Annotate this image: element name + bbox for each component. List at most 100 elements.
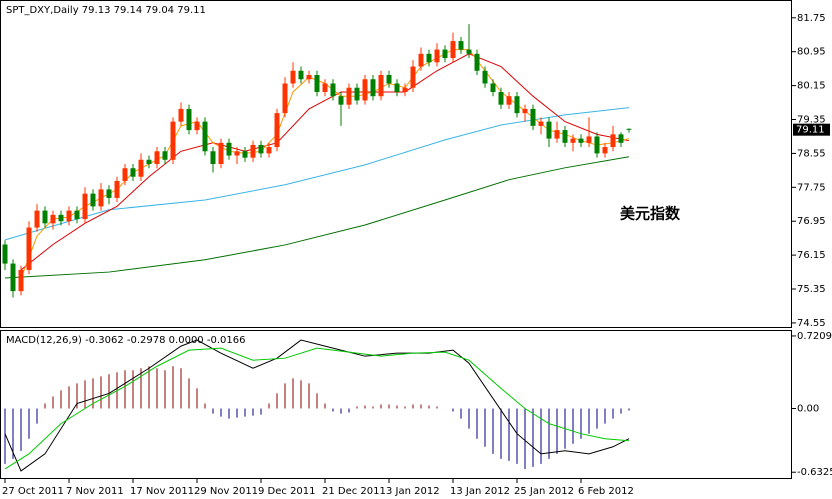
y-tick-label: 79.35 (797, 115, 826, 126)
candle-body (178, 108, 184, 122)
y-tick-label: 0.00 (797, 404, 819, 415)
candle-body (498, 91, 504, 105)
candle-body (370, 79, 376, 97)
candle-body (274, 113, 280, 148)
current-price-marker (793, 123, 830, 136)
candle-body (242, 151, 248, 158)
candle-body (594, 136, 600, 154)
candle-body (570, 138, 576, 143)
y-tick-label: 78.55 (797, 148, 826, 159)
candle-body (578, 138, 584, 143)
y-tick-label: 81.75 (797, 13, 826, 24)
candle-body (258, 144, 264, 154)
candle-body (474, 53, 480, 71)
x-tick-label: 29 Nov 2011 (194, 486, 258, 497)
candle-body (298, 70, 304, 80)
indicator-line (20, 53, 630, 271)
annotation: 美元指数 (620, 205, 681, 223)
candle-body (210, 151, 216, 164)
candle-body (346, 87, 352, 105)
candle-body (458, 41, 464, 50)
candle-body (186, 108, 192, 131)
candle-body (306, 75, 312, 80)
candle-body (194, 121, 200, 131)
candle-body (482, 70, 488, 84)
candle-body (42, 210, 48, 224)
price-title: SPT_DXY,Daily 79.13 79.14 79.04 79.11 (6, 5, 206, 16)
x-tick-label: 21 Dec 2011 (322, 486, 386, 497)
candle-body (530, 108, 536, 126)
candle-body (410, 66, 416, 88)
candle-body (74, 210, 80, 220)
macd-title: MACD(12,26,9) -0.3062 -0.2978 0.0000 -0.… (6, 335, 245, 346)
candle-body (554, 130, 560, 139)
x-tick-label: 9 Dec 2011 (258, 486, 316, 497)
candle-body (282, 83, 288, 114)
candle-body (626, 128, 632, 130)
x-tick-label: 25 Jan 2012 (514, 486, 574, 497)
indicator-line (4, 156, 630, 279)
x-tick-label: 27 Oct 2011 (2, 486, 64, 497)
candle-body (418, 53, 424, 67)
candle-body (450, 41, 456, 59)
candle-body (378, 75, 384, 97)
candle-body (514, 96, 520, 114)
candle-body (586, 136, 592, 143)
candle-body (426, 53, 432, 63)
candle-body (394, 83, 400, 92)
y-tick-label: 80.95 (797, 47, 826, 58)
current-price-label: 79.11 (796, 125, 825, 136)
candle-body (386, 75, 392, 84)
y-tick-label: 80.15 (797, 81, 826, 92)
candle-body (146, 159, 152, 164)
candle-body (314, 75, 320, 92)
indicator-line (4, 339, 630, 472)
candle-body (26, 227, 32, 270)
candle-body (170, 121, 176, 160)
y-tick-label: 77.75 (797, 182, 826, 193)
candle-body (202, 121, 208, 152)
candle-body (338, 96, 344, 105)
y-tick-label: 75.35 (797, 284, 826, 295)
candle-body (442, 49, 448, 59)
candle-body (2, 244, 8, 264)
candle-body (618, 134, 624, 143)
candle-body (602, 147, 608, 154)
candle-body (434, 49, 440, 63)
y-tick-label: 76.95 (797, 216, 826, 227)
candle-body (122, 168, 128, 181)
x-tick-label: 17 Nov 2011 (130, 486, 194, 497)
candle-body (250, 144, 256, 158)
candle-body (10, 263, 16, 292)
indicator-line (4, 347, 630, 470)
y-tick-label: 0.7209 (797, 331, 832, 342)
candle-body (290, 70, 296, 84)
candle-body (98, 189, 104, 207)
indicator-line (4, 107, 630, 241)
candle-body (234, 151, 240, 156)
candle-body (154, 151, 160, 164)
candle-body (266, 147, 272, 154)
x-tick-label: 3 Jan 2012 (386, 486, 440, 497)
x-tick-label: 6 Feb 2012 (578, 486, 634, 497)
candle-body (226, 142, 232, 156)
candle-body (106, 189, 112, 198)
x-tick-label: 7 Nov 2011 (66, 486, 124, 497)
candle-body (218, 142, 224, 164)
candle-body (538, 121, 544, 126)
y-tick-label: 74.55 (797, 318, 826, 329)
candle-body (522, 108, 528, 114)
candle-body (402, 87, 408, 92)
macd-panel (0, 330, 792, 479)
candle-body (362, 79, 368, 101)
candle-body (138, 159, 144, 177)
candle-body (114, 180, 120, 198)
x-tick-label: 13 Jan 2012 (450, 486, 510, 497)
candle-body (50, 214, 56, 224)
candle-body (562, 130, 568, 143)
candle-body (490, 83, 496, 92)
candle-body (330, 83, 336, 97)
candle-body (58, 214, 64, 222)
